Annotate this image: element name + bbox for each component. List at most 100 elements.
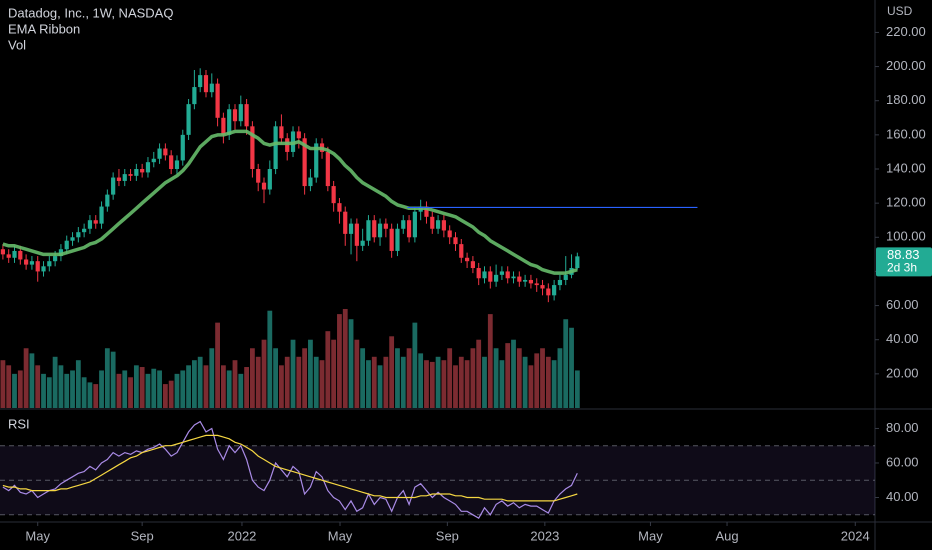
volume-bar [122,370,128,408]
candle-body [273,126,278,170]
candle-body [395,228,400,251]
candle-body [540,285,545,289]
candle-body [47,261,52,267]
volume-bar [151,368,157,408]
rsi-line [2,434,578,502]
candle-body [169,155,174,170]
candle-body [494,274,499,282]
volume-bar [574,370,580,408]
volume-bar [511,339,516,408]
candle-body [430,216,435,229]
volume-bar [220,365,226,408]
volume-bar [128,377,133,408]
ema-line [2,129,578,275]
candle-body [296,131,301,139]
volume-bar [290,339,296,408]
volume-bar [255,356,261,408]
volume-bar [64,373,70,408]
volume-bar [110,351,116,408]
candle-body [383,223,388,229]
currency-label: USD [887,4,913,18]
volume-bar [383,356,389,408]
candle-body [482,271,487,279]
candle-body [238,104,243,122]
y-tick-label: 100.00 [886,229,926,244]
volume-bar [545,356,551,408]
candle-body [111,177,116,195]
candle-body [424,206,429,217]
candle-body [389,228,394,251]
candle-body [377,223,383,238]
volume-bar [453,365,458,408]
candle-body [331,186,336,204]
candle-body [29,261,35,265]
candle-body [348,223,354,234]
volume-bar [273,348,279,408]
candle-body [261,182,267,190]
candle-body [99,206,104,224]
volume-bar [325,331,331,408]
volume-bar [70,370,75,408]
y-tick-label: 60.00 [886,297,919,312]
candle-body [343,211,348,234]
candle-body [499,271,505,275]
candle-body [227,109,232,135]
x-tick-label: May [328,528,353,543]
volume-bar [412,322,418,408]
y-tick-label: 20.00 [886,365,919,380]
volume-bar [406,348,412,408]
candle-body [406,220,412,238]
volume-bar [337,314,342,408]
volume-bar [470,348,476,408]
y-tick-label: 80.00 [886,420,919,435]
candle-body [441,220,446,231]
volume-bar [371,356,377,408]
volume-bar [279,365,284,408]
candle-body [151,158,156,163]
candle-body [87,220,93,229]
x-tick-label: May [25,528,50,543]
volume-bar [180,370,186,408]
volume-bar [145,373,151,408]
volume-bar [296,356,302,408]
volume-bar [348,319,354,408]
volume-bar [418,353,424,408]
volume-bar [75,360,81,408]
candle-body [534,283,539,286]
volume-bar [209,348,215,408]
volume-bar [482,356,487,408]
y-tick-label: 40.00 [886,489,919,504]
candle-body [302,138,307,187]
candle-body [163,148,168,156]
volume-bar [244,367,250,408]
y-tick-label: 60.00 [886,454,919,469]
volume-bar [534,353,540,408]
y-tick-label: 160.00 [886,126,926,141]
candle-body [354,223,359,246]
x-tick-label: Aug [715,528,738,543]
candle-body [244,104,249,127]
candle-body [308,177,313,187]
volume-bar [133,365,139,408]
y-tick-label: 220.00 [886,24,926,39]
candle-body [267,169,272,190]
countdown-label: 2d 3h [887,261,917,275]
volume-bar [435,356,441,408]
indicator-label: EMA Ribbon [8,21,80,36]
candle-body [488,271,493,282]
x-tick-label: 2023 [530,528,559,543]
volume-bar [487,314,493,408]
candle-body [232,109,238,122]
volume-bar [308,339,313,408]
volume-bar [6,365,12,408]
volume-bar [569,327,574,408]
volume-bar [499,360,505,408]
volume-bar [458,356,464,408]
candle-body [528,279,534,284]
volume-bar [215,322,220,408]
x-tick-label: 2022 [227,528,256,543]
volume-bar [0,360,6,408]
volume-bar [342,308,348,408]
